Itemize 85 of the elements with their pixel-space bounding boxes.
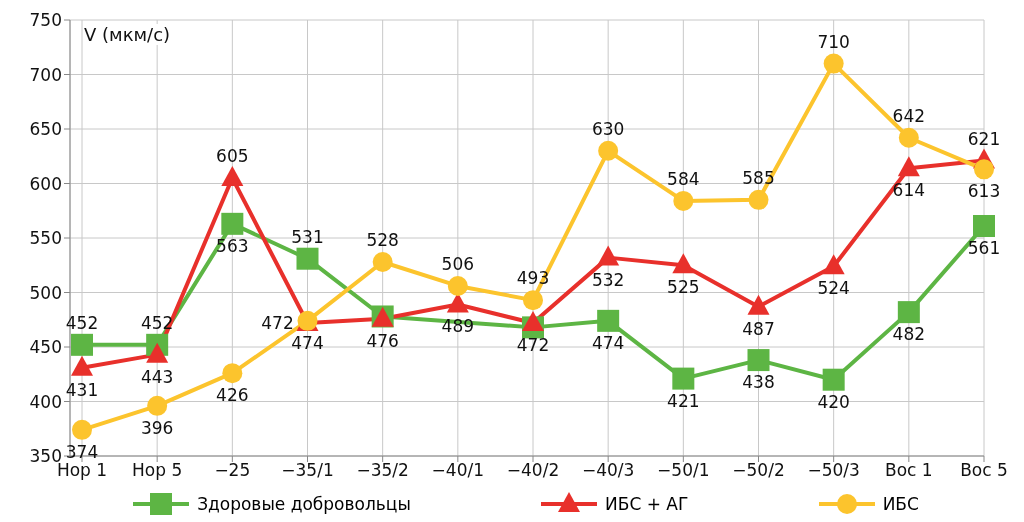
data-label: 431: [65, 379, 99, 400]
data-label: 421: [667, 390, 700, 411]
x-tick-label: −50/2: [732, 460, 785, 481]
data-label: 472: [516, 335, 550, 356]
point: [221, 166, 244, 187]
data-label: 452: [65, 312, 99, 333]
x-tick-label: Вос 5: [960, 460, 1008, 481]
data-label: 532: [591, 269, 625, 290]
x-tick-label: −50/1: [657, 460, 710, 481]
point: [974, 159, 994, 180]
point: [597, 309, 620, 332]
data-label: 614: [892, 180, 926, 201]
data-label: 524: [817, 278, 850, 299]
point: [447, 275, 468, 296]
point: [822, 368, 845, 391]
point: [823, 53, 844, 74]
point: [898, 127, 919, 148]
y-tick-label: 750: [29, 10, 62, 31]
x-tick-label: −40/1: [431, 460, 485, 481]
x-tick-label: −25: [214, 460, 251, 481]
point: [146, 342, 169, 363]
point: [672, 253, 695, 274]
data-label: 438: [742, 372, 775, 393]
y-tick-label: 700: [29, 64, 62, 85]
x-tick-label: −40/3: [581, 460, 635, 481]
data-label: 374: [65, 441, 99, 462]
point: [523, 290, 543, 311]
y-axis-title: V (мкм/с): [84, 24, 171, 45]
x-tick-label: −50/3: [807, 460, 860, 481]
point: [672, 367, 695, 390]
data-label: 426: [216, 385, 249, 406]
point: [748, 189, 769, 210]
x-tick-label: −40/2: [506, 460, 560, 481]
x-tick-label: −35/2: [356, 460, 409, 481]
point: [222, 363, 243, 384]
y-tick-label: 650: [29, 119, 62, 140]
y-tick-label: 500: [29, 282, 62, 303]
point: [747, 349, 770, 372]
point: [598, 140, 619, 161]
data-label: 584: [667, 168, 700, 189]
legend-label: Здоровые добровольцы: [197, 494, 411, 514]
point: [72, 419, 92, 440]
y-tick-label: 400: [29, 391, 62, 412]
y-tick-label: 550: [29, 228, 62, 249]
point: [597, 245, 620, 266]
data-label: 630: [591, 118, 625, 139]
data-label: 525: [667, 277, 700, 298]
legend-label: ИБС: [882, 494, 919, 514]
y-tick-label: 450: [29, 337, 62, 358]
data-label: 396: [140, 417, 174, 438]
data-label: 561: [967, 238, 1001, 259]
data-label: 528: [366, 229, 399, 250]
data-label: 621: [967, 128, 1001, 149]
point: [897, 156, 920, 177]
point: [372, 251, 393, 272]
point: [897, 301, 920, 324]
data-label: 476: [366, 330, 399, 351]
point: [296, 247, 319, 270]
data-label: 506: [441, 253, 475, 274]
data-label: 531: [291, 226, 324, 247]
data-label: 472: [261, 313, 294, 334]
point: [71, 355, 93, 376]
x-tick-label: −35/1: [281, 460, 334, 481]
data-label: 474: [591, 332, 625, 353]
data-label: 420: [817, 391, 850, 412]
data-label: 605: [216, 146, 249, 167]
point: [522, 311, 544, 332]
point: [221, 212, 244, 235]
point: [71, 333, 93, 356]
x-tick-label: Нор 5: [132, 460, 183, 481]
data-label: 487: [742, 318, 775, 339]
data-label: 710: [817, 31, 850, 52]
y-tick-label: 600: [29, 173, 62, 194]
data-label: 443: [140, 366, 174, 387]
point: [822, 254, 845, 275]
data-label: 474: [291, 332, 324, 353]
point: [747, 294, 770, 315]
data-label: 642: [892, 105, 926, 126]
data-label: 613: [967, 181, 1001, 202]
point: [973, 215, 995, 238]
legend-label: ИБС + АГ: [605, 494, 689, 514]
data-label: 482: [892, 324, 926, 345]
point: [673, 190, 694, 211]
x-tick-label: Вос 1: [885, 460, 933, 481]
point: [147, 395, 168, 416]
